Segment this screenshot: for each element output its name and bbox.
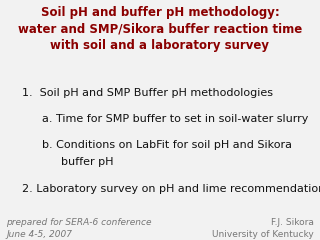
Text: F.J. Sikora
University of Kentucky: F.J. Sikora University of Kentucky [212, 218, 314, 239]
Text: 2. Laboratory survey on pH and lime recommendations: 2. Laboratory survey on pH and lime reco… [22, 184, 320, 194]
Text: prepared for SERA-6 conference
June 4-5, 2007: prepared for SERA-6 conference June 4-5,… [6, 218, 152, 239]
Text: buffer pH: buffer pH [61, 157, 113, 167]
Text: a. Time for SMP buffer to set in soil-water slurry: a. Time for SMP buffer to set in soil-wa… [42, 114, 308, 124]
Text: 1.  Soil pH and SMP Buffer pH methodologies: 1. Soil pH and SMP Buffer pH methodologi… [22, 88, 273, 98]
Text: b. Conditions on LabFit for soil pH and Sikora: b. Conditions on LabFit for soil pH and … [42, 140, 292, 150]
Text: Soil pH and buffer pH methodology:
water and SMP/Sikora buffer reaction time
wit: Soil pH and buffer pH methodology: water… [18, 6, 302, 52]
